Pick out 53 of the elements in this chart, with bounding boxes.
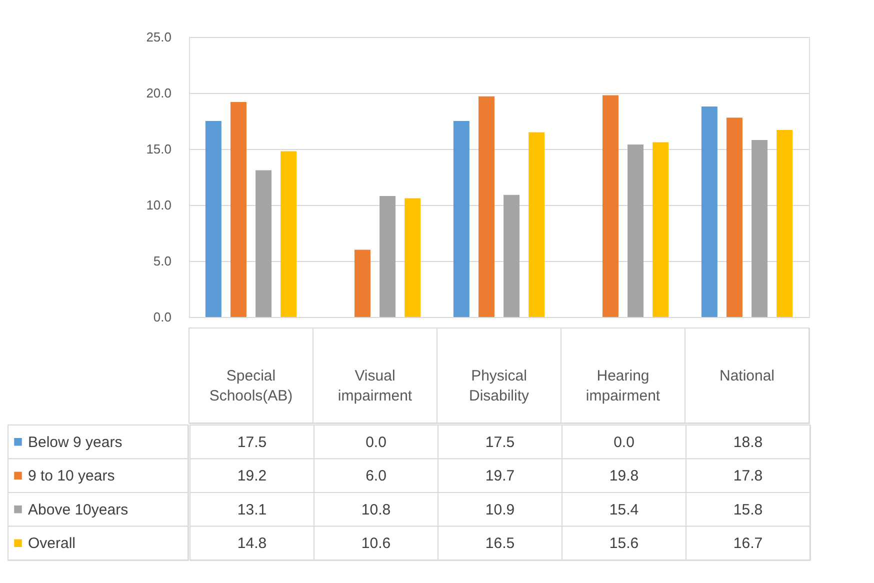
y-tick-label: 20.0 <box>146 86 172 100</box>
bar <box>504 194 520 317</box>
legend-label: Overall <box>28 535 76 552</box>
y-tick-label: 25.0 <box>146 30 172 44</box>
bar <box>701 106 718 317</box>
bar <box>776 130 793 317</box>
data-label: 14.8 <box>237 535 267 552</box>
data-label: 16.7 <box>733 535 763 552</box>
data-label: 18.8 <box>733 434 763 451</box>
data-label: 17.5 <box>237 434 267 451</box>
y-tick-label: 0.0 <box>153 310 172 324</box>
y-tick-label: 15.0 <box>146 142 172 156</box>
x-tick-label: Special Schools(AB) <box>209 368 293 404</box>
bar <box>256 170 272 317</box>
data-label: 10.6 <box>361 535 391 552</box>
x-tick-label: Visual impairment <box>338 368 413 404</box>
data-label: 13.1 <box>237 501 267 518</box>
legend-label: 9 to 10 years <box>28 468 115 485</box>
y-tick-label: 10.0 <box>146 198 172 212</box>
bar <box>404 198 421 317</box>
bar <box>752 140 768 317</box>
data-label: 15.8 <box>733 501 763 518</box>
bar <box>453 121 470 317</box>
data-label: 17.8 <box>733 468 763 485</box>
data-label: 10.8 <box>361 501 391 518</box>
legend-label: Below 9 years <box>28 434 122 451</box>
data-label: 19.7 <box>485 468 515 485</box>
y-tick-label: 5.0 <box>153 254 172 268</box>
bar <box>205 121 222 317</box>
data-label: 10.9 <box>485 501 515 518</box>
data-label: 19.8 <box>609 468 639 485</box>
bar <box>354 250 370 317</box>
x-tick-label: Hearing impairment <box>586 368 661 404</box>
data-label: 0.0 <box>366 434 386 451</box>
bar <box>478 96 494 317</box>
bar <box>230 102 246 317</box>
data-label: 6.0 <box>366 468 386 485</box>
bar <box>528 132 545 317</box>
bar <box>628 144 644 317</box>
bar <box>380 196 396 317</box>
data-label: 0.0 <box>614 434 634 451</box>
data-label: 15.4 <box>609 501 639 518</box>
data-label: 19.2 <box>237 468 267 485</box>
bar <box>726 118 742 317</box>
data-label: 16.5 <box>485 535 515 552</box>
data-label: 17.5 <box>485 434 515 451</box>
bar <box>652 142 669 317</box>
x-tick-label: Physical Disability <box>468 368 530 404</box>
bar <box>280 151 297 317</box>
legend-label: Above 10years <box>28 501 128 518</box>
data-label: 15.6 <box>609 535 639 552</box>
x-tick-label: National <box>719 368 775 384</box>
bar <box>602 95 618 317</box>
